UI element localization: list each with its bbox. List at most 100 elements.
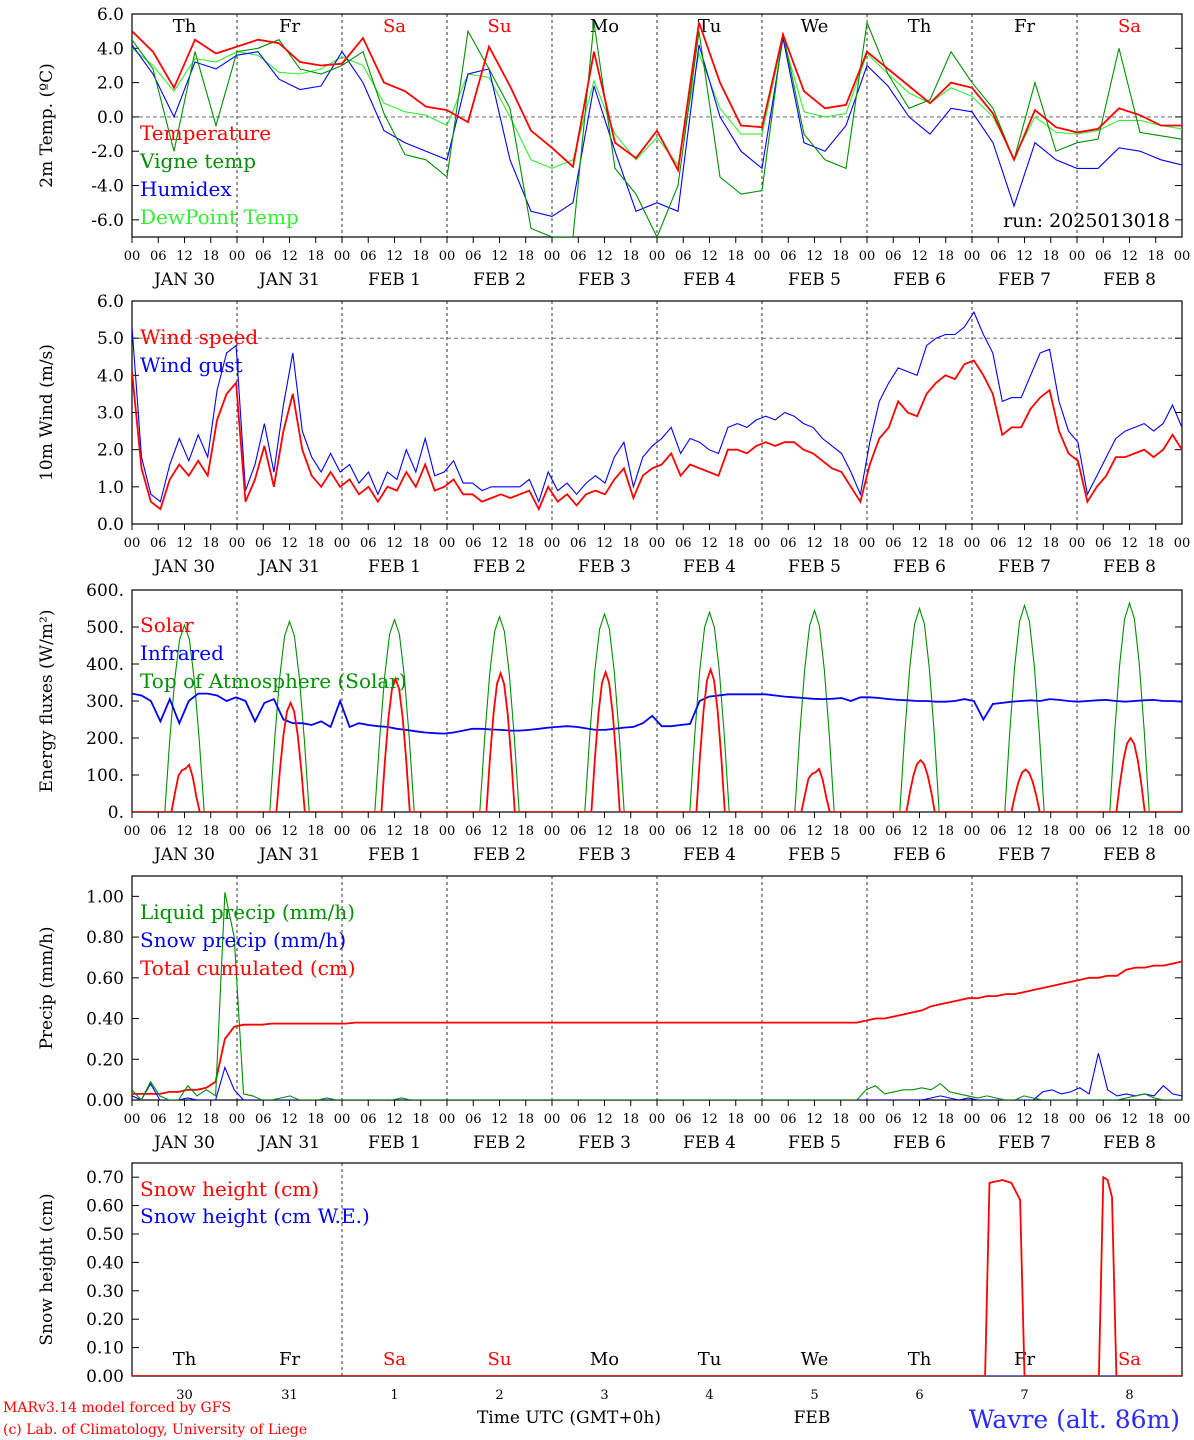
x-hour-label: 06 bbox=[255, 536, 272, 551]
x-hour-label: 00 bbox=[859, 536, 876, 551]
x-day-number: 31 bbox=[281, 1388, 298, 1403]
x-hour-label: 18 bbox=[832, 824, 849, 839]
x-date-label: FEB 8 bbox=[1103, 270, 1156, 290]
x-hour-label: 00 bbox=[964, 1112, 981, 1127]
x-hour-label: 00 bbox=[1069, 249, 1086, 264]
x-hour-label: 06 bbox=[990, 536, 1007, 551]
weekday-label: Th bbox=[173, 16, 197, 37]
x-hour-label: 06 bbox=[990, 249, 1007, 264]
x-hour-label: 12 bbox=[386, 536, 403, 551]
x-date-label: FEB 7 bbox=[998, 845, 1051, 865]
y-tick-label: 0.10 bbox=[86, 1339, 124, 1359]
x-hour-label: 00 bbox=[1069, 536, 1086, 551]
legend-entry: Wind gust bbox=[140, 353, 243, 377]
x-date-label: FEB 1 bbox=[368, 270, 421, 290]
x-date-label: FEB 5 bbox=[788, 270, 841, 290]
x-hour-label: 06 bbox=[675, 1112, 692, 1127]
x-date-label: FEB 8 bbox=[1103, 1133, 1156, 1153]
weekday-label: Tu bbox=[698, 16, 722, 37]
y-tick-label: 0.40 bbox=[86, 1010, 124, 1030]
x-hour-label: 12 bbox=[911, 249, 928, 264]
x-hour-label: 06 bbox=[1095, 824, 1112, 839]
y-tick-label: 0.20 bbox=[86, 1050, 124, 1070]
x-date-label: FEB 1 bbox=[368, 557, 421, 577]
x-hour-label: 12 bbox=[176, 249, 193, 264]
y-tick-label: 4.0 bbox=[97, 39, 124, 59]
legend-entry: Infrared bbox=[140, 641, 224, 665]
x-hour-label: 18 bbox=[307, 824, 324, 839]
series-line-red bbox=[132, 22, 1182, 173]
y-tick-label: 1.00 bbox=[86, 887, 124, 907]
x-hour-label: 00 bbox=[544, 824, 561, 839]
x-date-label: JAN 30 bbox=[152, 270, 215, 290]
x-hour-label: 06 bbox=[990, 824, 1007, 839]
x-date-label: FEB 2 bbox=[473, 845, 526, 865]
x-hour-label: 06 bbox=[885, 1112, 902, 1127]
legend-entry: Solar bbox=[140, 613, 194, 637]
y-tick-label: 0. bbox=[108, 803, 124, 823]
x-date-label: JAN 30 bbox=[152, 845, 215, 865]
x-hour-label: 18 bbox=[1042, 536, 1059, 551]
plot-frame bbox=[131, 300, 1183, 525]
legend-entry: Wind speed bbox=[140, 325, 258, 349]
x-hour-label: 06 bbox=[465, 1112, 482, 1127]
weekday-label: Sa bbox=[1118, 16, 1141, 37]
legend-entry: Temperature bbox=[140, 121, 271, 145]
series-line-blue bbox=[132, 37, 1182, 217]
x-date-label: JAN 30 bbox=[152, 557, 215, 577]
x-hour-label: 18 bbox=[307, 249, 324, 264]
weekday-label: Tu bbox=[698, 1349, 722, 1370]
series-line-blue bbox=[132, 692, 1182, 735]
x-date-label: FEB 1 bbox=[368, 1133, 421, 1153]
y-tick-label: 2.0 bbox=[97, 441, 124, 461]
series-line-red bbox=[132, 666, 1182, 812]
y-tick-label: 5.0 bbox=[97, 329, 124, 349]
x-hour-label: 06 bbox=[150, 824, 167, 839]
x-date-label: FEB 3 bbox=[578, 845, 631, 865]
x-hour-label: 06 bbox=[255, 1112, 272, 1127]
x-hour-label: 18 bbox=[517, 249, 534, 264]
x-hour-label: 18 bbox=[1042, 249, 1059, 264]
x-hour-label: 00 bbox=[334, 1112, 351, 1127]
x-hour-label: 06 bbox=[675, 536, 692, 551]
x-hour-label: 06 bbox=[780, 249, 797, 264]
x-hour-label: 18 bbox=[517, 824, 534, 839]
x-hour-label: 00 bbox=[229, 536, 246, 551]
x-hour-label: 18 bbox=[727, 536, 744, 551]
x-date-label: JAN 31 bbox=[257, 1133, 320, 1153]
x-day-number: 8 bbox=[1125, 1388, 1133, 1403]
x-hour-label: 12 bbox=[281, 1112, 298, 1127]
weekday-label: Th bbox=[908, 1349, 932, 1370]
x-hour-label: 06 bbox=[150, 249, 167, 264]
x-hour-label: 18 bbox=[202, 824, 219, 839]
x-hour-label: 18 bbox=[832, 1112, 849, 1127]
x-hour-label: 12 bbox=[1121, 536, 1138, 551]
x-hour-label: 12 bbox=[281, 536, 298, 551]
x-date-label: FEB 6 bbox=[893, 845, 946, 865]
x-hour-label: 12 bbox=[386, 824, 403, 839]
y-axis-label: Snow height (cm) bbox=[37, 1193, 57, 1345]
x-hour-label: 12 bbox=[806, 249, 823, 264]
x-date-label: FEB 7 bbox=[998, 270, 1051, 290]
x-hour-label: 12 bbox=[596, 249, 613, 264]
x-hour-label: 06 bbox=[465, 536, 482, 551]
x-date-label: FEB 4 bbox=[683, 557, 736, 577]
x-hour-label: 18 bbox=[622, 1112, 639, 1127]
x-date-label: FEB 3 bbox=[578, 557, 631, 577]
y-tick-label: 0.50 bbox=[86, 1225, 124, 1245]
y-tick-label: 100. bbox=[86, 766, 124, 786]
x-date-label: FEB 5 bbox=[788, 845, 841, 865]
x-date-label: JAN 31 bbox=[257, 270, 320, 290]
x-hour-label: 06 bbox=[255, 824, 272, 839]
x-hour-label: 06 bbox=[360, 824, 377, 839]
x-hour-label: 12 bbox=[701, 1112, 718, 1127]
y-tick-label: 600. bbox=[86, 581, 124, 601]
series-line-blue bbox=[132, 310, 1182, 504]
x-hour-label: 12 bbox=[911, 824, 928, 839]
x-day-number: 3 bbox=[600, 1388, 608, 1403]
x-hour-label: 06 bbox=[465, 824, 482, 839]
y-tick-label: 200. bbox=[86, 729, 124, 749]
x-hour-label: 06 bbox=[885, 249, 902, 264]
x-hour-label: 06 bbox=[255, 249, 272, 264]
x-hour-label: 18 bbox=[727, 824, 744, 839]
